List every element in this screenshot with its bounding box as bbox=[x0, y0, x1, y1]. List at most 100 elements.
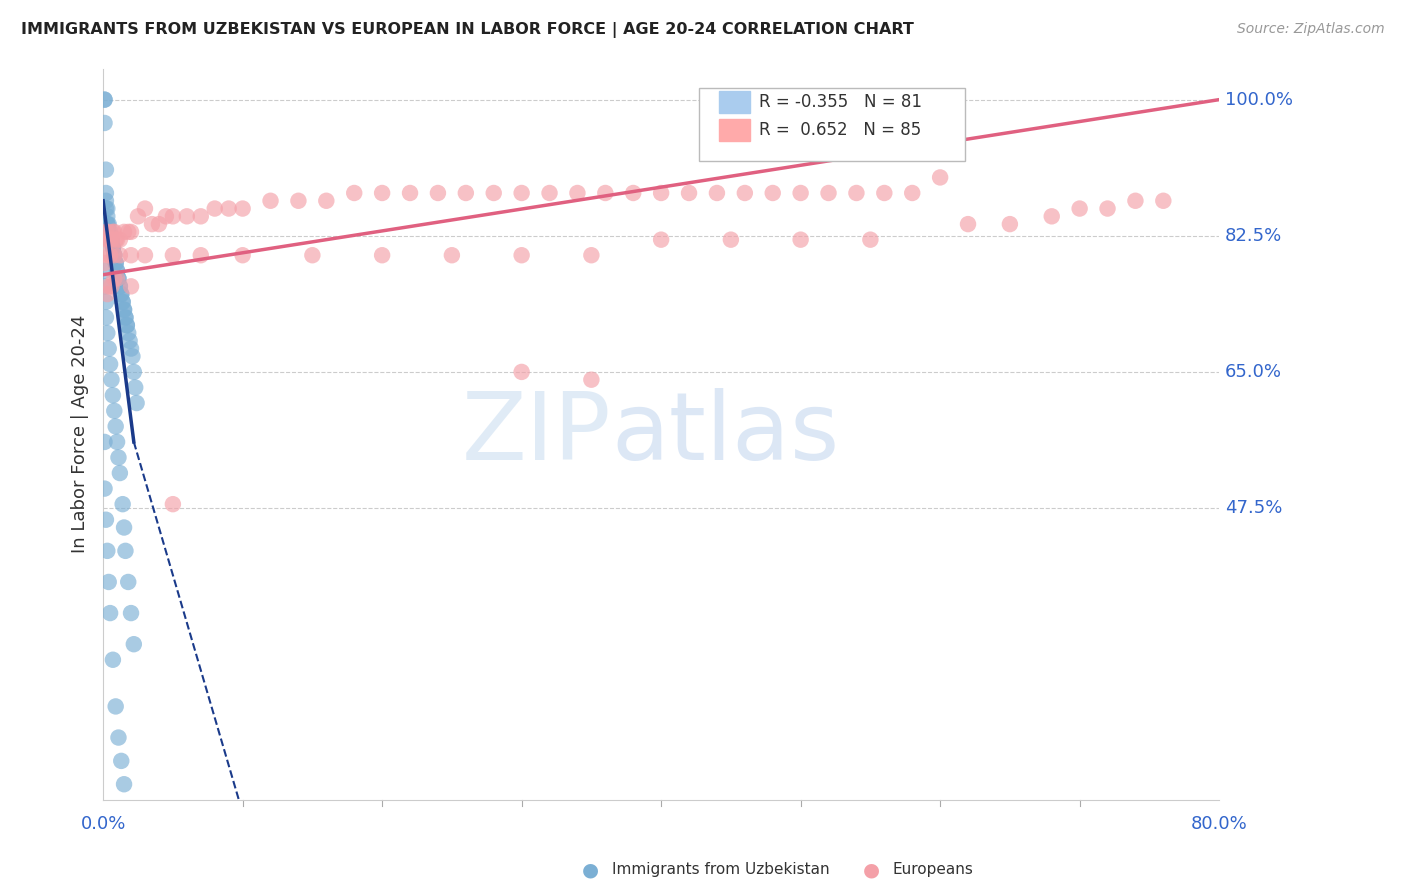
Point bbox=[104, 419, 127, 434]
Point bbox=[1125, 194, 1147, 208]
Text: R = -0.355   N = 81: R = -0.355 N = 81 bbox=[758, 94, 921, 112]
Point bbox=[94, 225, 117, 239]
Point bbox=[96, 287, 118, 301]
Point bbox=[581, 248, 603, 262]
Point bbox=[817, 186, 839, 200]
Point bbox=[98, 233, 121, 247]
Text: 100.0%: 100.0% bbox=[1225, 91, 1292, 109]
Point bbox=[96, 233, 118, 247]
Point bbox=[141, 217, 163, 231]
Point bbox=[101, 240, 124, 254]
Point bbox=[650, 233, 672, 247]
Point bbox=[218, 202, 240, 216]
Point bbox=[510, 248, 533, 262]
Point bbox=[120, 342, 142, 356]
Point bbox=[232, 248, 254, 262]
Point bbox=[105, 434, 128, 449]
Point bbox=[97, 225, 120, 239]
Point bbox=[96, 217, 118, 231]
Point bbox=[105, 271, 128, 285]
Point bbox=[120, 248, 142, 262]
Point bbox=[762, 186, 785, 200]
Text: 0.0%: 0.0% bbox=[80, 815, 125, 833]
Point bbox=[706, 186, 728, 200]
Point bbox=[115, 318, 138, 333]
Point bbox=[96, 326, 118, 340]
Point bbox=[93, 434, 115, 449]
Point bbox=[105, 264, 128, 278]
Point bbox=[117, 326, 139, 340]
Point bbox=[98, 233, 121, 247]
Point bbox=[96, 248, 118, 262]
Point bbox=[789, 233, 811, 247]
Point bbox=[120, 606, 142, 620]
Point bbox=[426, 186, 449, 200]
Point bbox=[117, 225, 139, 239]
Point bbox=[93, 256, 115, 270]
Point bbox=[96, 544, 118, 558]
Text: Immigrants from Uzbekistan: Immigrants from Uzbekistan bbox=[612, 863, 830, 877]
Point bbox=[115, 318, 138, 333]
Point bbox=[204, 202, 226, 216]
Point bbox=[190, 210, 212, 224]
Point bbox=[112, 302, 135, 317]
Point bbox=[454, 186, 477, 200]
Point bbox=[134, 202, 156, 216]
Point bbox=[510, 186, 533, 200]
Point bbox=[108, 233, 131, 247]
Point bbox=[621, 186, 644, 200]
Point bbox=[104, 256, 127, 270]
Point bbox=[94, 162, 117, 177]
Text: ●: ● bbox=[582, 860, 599, 880]
Point bbox=[162, 497, 184, 511]
Point bbox=[595, 186, 617, 200]
Point bbox=[845, 186, 868, 200]
Point bbox=[1040, 210, 1063, 224]
Text: 65.0%: 65.0% bbox=[1225, 363, 1282, 381]
Point bbox=[110, 287, 132, 301]
Point bbox=[232, 202, 254, 216]
Text: IMMIGRANTS FROM UZBEKISTAN VS EUROPEAN IN LABOR FORCE | AGE 20-24 CORRELATION CH: IMMIGRANTS FROM UZBEKISTAN VS EUROPEAN I… bbox=[21, 22, 914, 38]
Point bbox=[98, 606, 121, 620]
Point bbox=[93, 482, 115, 496]
Point bbox=[114, 310, 136, 325]
Point bbox=[94, 194, 117, 208]
Point bbox=[96, 217, 118, 231]
Point bbox=[650, 186, 672, 200]
Point bbox=[94, 186, 117, 200]
Point bbox=[1152, 194, 1174, 208]
Point bbox=[107, 271, 129, 285]
Point bbox=[103, 271, 125, 285]
Point bbox=[94, 202, 117, 216]
Point bbox=[998, 217, 1021, 231]
Point bbox=[94, 513, 117, 527]
Point bbox=[105, 264, 128, 278]
Point bbox=[108, 248, 131, 262]
Text: atlas: atlas bbox=[612, 388, 839, 480]
Point bbox=[107, 731, 129, 745]
Point bbox=[100, 233, 122, 247]
Point bbox=[97, 225, 120, 239]
Point bbox=[901, 186, 924, 200]
Text: 82.5%: 82.5% bbox=[1225, 227, 1282, 244]
Point bbox=[110, 754, 132, 768]
Point bbox=[859, 233, 882, 247]
Point bbox=[190, 248, 212, 262]
Point bbox=[108, 279, 131, 293]
Point bbox=[678, 186, 700, 200]
Point bbox=[111, 294, 134, 309]
Text: 47.5%: 47.5% bbox=[1225, 499, 1282, 517]
Point bbox=[134, 248, 156, 262]
FancyBboxPatch shape bbox=[718, 92, 749, 113]
Point bbox=[112, 225, 135, 239]
Point bbox=[97, 279, 120, 293]
Point bbox=[111, 497, 134, 511]
Point bbox=[155, 210, 177, 224]
Point bbox=[118, 334, 141, 348]
Point bbox=[108, 466, 131, 480]
Point bbox=[100, 233, 122, 247]
Point bbox=[93, 116, 115, 130]
Point bbox=[567, 186, 589, 200]
Point bbox=[98, 357, 121, 371]
Point bbox=[98, 225, 121, 239]
